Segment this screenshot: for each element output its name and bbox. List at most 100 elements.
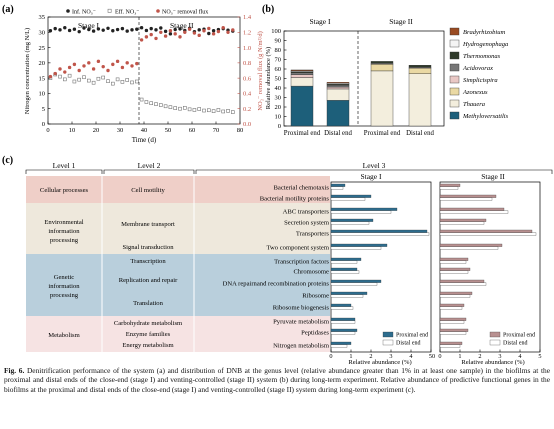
flux-point xyxy=(192,31,197,35)
legend-flux-label: NO₃⁻ removal flux xyxy=(162,9,208,16)
legend-inf-marker xyxy=(66,9,70,13)
c-xtick-label: 1 xyxy=(349,353,352,360)
b-bar-segment xyxy=(290,77,314,87)
level1-genetic: Genetic information processing xyxy=(48,274,80,299)
c-legend-label-proximal: Proximal end xyxy=(503,333,535,339)
b-bar-segment xyxy=(290,72,314,75)
a-ytick-label: 25 xyxy=(39,45,46,52)
eff-point xyxy=(163,104,168,109)
level1-environmental: Environmental information processing xyxy=(44,219,83,244)
panel-a-points xyxy=(48,26,235,114)
eff-point xyxy=(216,108,221,112)
b-category-label: Proximal end xyxy=(364,130,401,137)
c-bar-distal xyxy=(439,320,465,324)
flux-point xyxy=(211,32,216,36)
c-legend-swatch-proximal xyxy=(382,331,394,338)
panel-c-stage1-bars xyxy=(330,183,430,348)
a-y2tick-label: 1.0 xyxy=(243,45,251,52)
level2-energy-metabolism: Energy metabolism xyxy=(122,342,174,349)
b-bar-segment xyxy=(290,74,314,78)
eff-point xyxy=(87,78,91,83)
b-bar-segment xyxy=(408,67,432,74)
a-xtick-label: 80 xyxy=(237,127,244,134)
b-legend-label: Acidovorax xyxy=(462,65,493,72)
c-bar-proximal xyxy=(439,279,485,283)
level2-enzyme-families: Enzyme families xyxy=(126,331,171,338)
level2-translation: Translation xyxy=(133,300,164,307)
level2-signal-transduction: Signal transduction xyxy=(122,244,174,251)
panel-c-xlabel-2: Relative abundance (%) xyxy=(461,359,524,366)
legend-eff-marker xyxy=(107,8,112,13)
eff-point xyxy=(58,74,62,79)
c-bar-distal xyxy=(330,331,356,335)
a-ytick-label: 10 xyxy=(39,91,46,98)
b-ytick-label: 10 xyxy=(275,114,282,121)
header-level1: Level 1 xyxy=(53,161,76,170)
flux-point xyxy=(207,26,211,31)
c-xtick-label: 0 xyxy=(329,353,332,360)
c-bar-distal xyxy=(330,270,360,274)
b-ytick-label: 90 xyxy=(275,38,282,45)
c-bar-distal xyxy=(330,306,354,310)
a-y2tick-label: 0.6 xyxy=(243,75,252,82)
panel-b-label: (b) xyxy=(262,4,274,15)
header-level2: Level 2 xyxy=(138,161,161,170)
level2-replication-repair: Replication and repair xyxy=(119,277,178,284)
level3-label: Bacterial chemotaxis xyxy=(274,184,330,191)
inf-point xyxy=(87,27,91,32)
header-brace-level3 xyxy=(195,169,553,174)
c-bar-distal xyxy=(330,344,348,348)
panel-b-legend: Bradyrhizobium Hydrogenophaga Thermomonas A… xyxy=(449,27,509,120)
c-bar-proximal xyxy=(439,194,497,198)
c-xtick-label: 0 xyxy=(438,353,441,360)
b-ytick-label: 30 xyxy=(275,95,282,102)
b-category-label: Distal end xyxy=(406,130,434,137)
c-legend-label-distal: Distal end xyxy=(503,341,528,347)
level3-label: Chromosome xyxy=(293,268,329,275)
c-bar-distal xyxy=(330,197,366,201)
eff-point xyxy=(154,102,158,106)
flux-point xyxy=(221,26,225,30)
flux-point xyxy=(197,33,201,38)
b-legend-swatch xyxy=(449,99,460,108)
c-bar-distal xyxy=(439,344,461,348)
level-backgrounds xyxy=(26,176,330,352)
inf-point xyxy=(111,29,115,33)
b-legend-label: Thermomonas xyxy=(463,53,501,60)
level1-labels: Cellular processes Environmental informat… xyxy=(40,187,89,339)
c-bar-distal xyxy=(330,260,358,264)
flux-point xyxy=(168,29,173,33)
eff-point xyxy=(111,81,115,86)
b-bar-segment xyxy=(370,61,394,64)
eff-point xyxy=(178,106,182,111)
c-xtick-label: 1 xyxy=(458,353,461,360)
a-y2tick-label: 0.4 xyxy=(243,91,252,98)
panel-b-y-ticks: 0 10 20 30 40 50 60 70 80 90 100 xyxy=(271,28,287,130)
panel-c-stage1-frame xyxy=(330,181,432,353)
flux-point xyxy=(163,34,168,38)
c-bar-proximal xyxy=(330,328,358,332)
eff-point xyxy=(91,80,96,85)
inf-point xyxy=(149,26,153,31)
eff-point xyxy=(211,109,216,113)
figure-6: (a) Inf. NO₃⁻ Eff. NO₃⁻ NO₃⁻ removal flu… xyxy=(2,4,553,366)
b-legend-swatch xyxy=(449,51,460,60)
eff-point xyxy=(149,101,153,106)
b-ytick-label: 60 xyxy=(275,66,282,73)
inf-point xyxy=(67,28,72,33)
eff-point xyxy=(101,75,105,80)
b-bar-segment xyxy=(290,69,314,72)
level2-cell-motility: Cell motility xyxy=(131,187,165,194)
c-bar-distal xyxy=(330,186,344,190)
panel-a-y-ticks-left: 0 5 10 15 20 25 30 35 xyxy=(39,14,51,128)
flux-point xyxy=(216,29,221,34)
flux-point xyxy=(159,30,163,34)
legend-eff-label: Eff. NO₃⁻ xyxy=(115,9,139,16)
b-bar-segment xyxy=(326,100,350,127)
c-bar-distal xyxy=(439,197,493,201)
c-bar-proximal xyxy=(330,257,362,261)
c-bar-proximal xyxy=(439,267,471,271)
panel-a: (a) Inf. NO₃⁻ Eff. NO₃⁻ NO₃⁻ removal flu… xyxy=(2,4,264,144)
c-legend-swatch-distal xyxy=(382,339,394,346)
c-bar-proximal xyxy=(439,243,503,247)
